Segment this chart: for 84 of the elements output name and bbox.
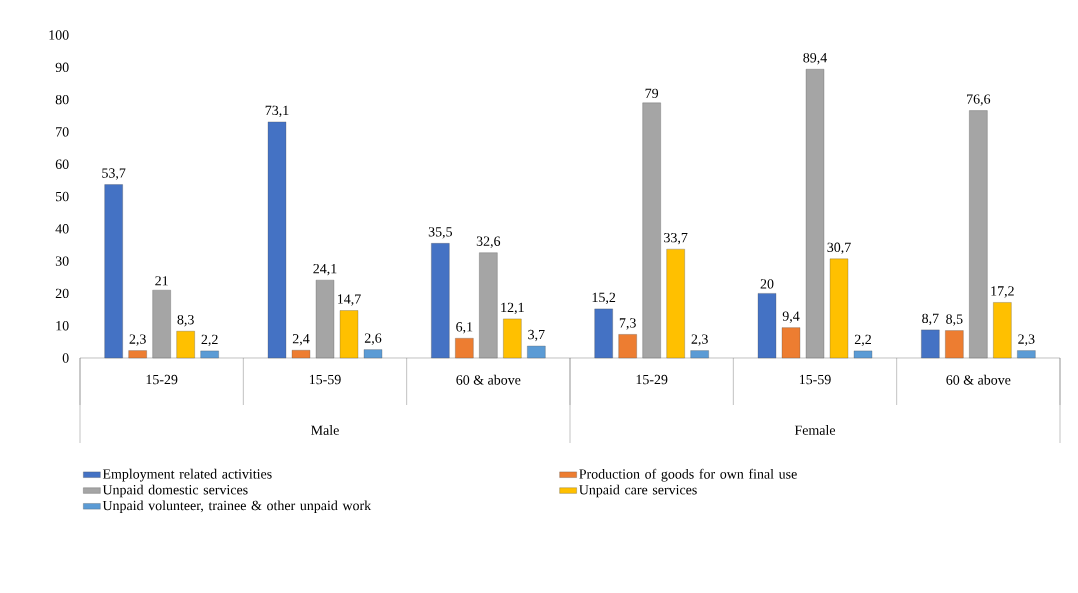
data-label: 12,1 xyxy=(501,302,524,315)
x-tick-label: 15-29 xyxy=(146,374,178,385)
bar xyxy=(690,350,709,359)
data-label: 76,6 xyxy=(967,94,991,106)
x-tick-label: 15-59 xyxy=(309,374,341,385)
data-label: 8,7 xyxy=(922,313,939,326)
bar xyxy=(503,318,522,359)
y-tick-label: 0 xyxy=(62,353,69,363)
data-label: 2,2 xyxy=(854,334,871,347)
bar xyxy=(594,308,613,359)
data-label: 21 xyxy=(155,276,168,286)
data-label: 8,3 xyxy=(177,314,194,327)
y-tick-label: 70 xyxy=(56,127,69,137)
x-tick-label: 60 & above xyxy=(946,374,1011,385)
bar xyxy=(315,280,335,359)
legend-label: Production of goods for own final use xyxy=(579,468,797,482)
data-label: 2,2 xyxy=(201,334,218,347)
data-label: 2,3 xyxy=(129,334,146,346)
data-label: 9,4 xyxy=(782,311,800,323)
text: Male xyxy=(311,425,339,435)
bar xyxy=(479,252,498,359)
data-label: 7,3 xyxy=(619,318,636,330)
data-label: 32,6 xyxy=(476,236,501,248)
data-label: 24,1 xyxy=(313,263,337,276)
legend-label: Unpaid domestic services xyxy=(102,484,248,498)
bar xyxy=(757,293,777,359)
y-tick-label: 100 xyxy=(49,30,69,40)
bar xyxy=(781,327,801,359)
y-tick-label: 90 xyxy=(55,62,69,73)
bar xyxy=(104,184,123,359)
bar xyxy=(267,121,287,359)
y-tick-label: 30 xyxy=(55,256,69,266)
data-label: 35,5 xyxy=(428,227,452,239)
bar xyxy=(152,290,171,359)
data-label: 8,5 xyxy=(946,314,963,326)
data-label: 73,1 xyxy=(265,105,289,118)
y-tick-label: 20 xyxy=(55,288,69,299)
bar xyxy=(921,329,940,359)
bar xyxy=(853,350,873,359)
y-tick-label: 80 xyxy=(55,94,69,105)
y-tick-label: 40 xyxy=(55,224,69,234)
data-label: 79 xyxy=(645,88,659,99)
bar xyxy=(805,69,825,359)
bar xyxy=(339,310,359,359)
text: Female xyxy=(794,425,836,435)
bar xyxy=(618,334,637,359)
bar xyxy=(666,249,685,359)
data-label: 2,3 xyxy=(691,334,708,346)
bar xyxy=(642,102,661,359)
bar xyxy=(993,302,1012,359)
x-tick-label: 15-59 xyxy=(799,374,831,385)
bar xyxy=(527,345,546,359)
y-tick-label: 10 xyxy=(56,320,69,331)
bar xyxy=(176,331,195,359)
bar xyxy=(455,338,474,359)
data-label: 14,7 xyxy=(338,294,361,306)
data-label: 2,6 xyxy=(364,333,382,345)
y-tick-label: 60 xyxy=(55,159,69,169)
bar xyxy=(969,110,988,359)
data-label: 6,1 xyxy=(456,322,473,334)
data-label: 89,4 xyxy=(803,53,827,65)
bar xyxy=(200,350,219,359)
bar xyxy=(829,258,849,359)
data-label: 2,4 xyxy=(292,334,310,346)
y-tick-label: 50 xyxy=(56,191,69,202)
data-label: 2,3 xyxy=(1018,334,1035,346)
legend-label: Employment related activities xyxy=(102,468,272,482)
data-label: 30,7 xyxy=(827,242,851,255)
bar xyxy=(431,243,450,359)
x-tick-label: 60 & above xyxy=(456,374,521,385)
bar xyxy=(128,350,147,359)
data-label: 17,2 xyxy=(991,286,1014,298)
bar xyxy=(945,330,964,359)
data-label: 53,7 xyxy=(102,168,126,180)
legend-label: Unpaid volunteer, trainee & other unpaid work xyxy=(102,500,372,514)
data-label: 33,7 xyxy=(664,232,688,245)
data-label: 3,7 xyxy=(528,329,545,342)
x-tick-label: 15-29 xyxy=(636,374,668,385)
data-label: 20 xyxy=(760,279,774,289)
bar xyxy=(363,349,383,359)
data-label: 15,2 xyxy=(592,292,616,305)
legend-label: Unpaid care services xyxy=(579,484,697,498)
bar xyxy=(1017,350,1036,359)
bar xyxy=(291,350,311,359)
